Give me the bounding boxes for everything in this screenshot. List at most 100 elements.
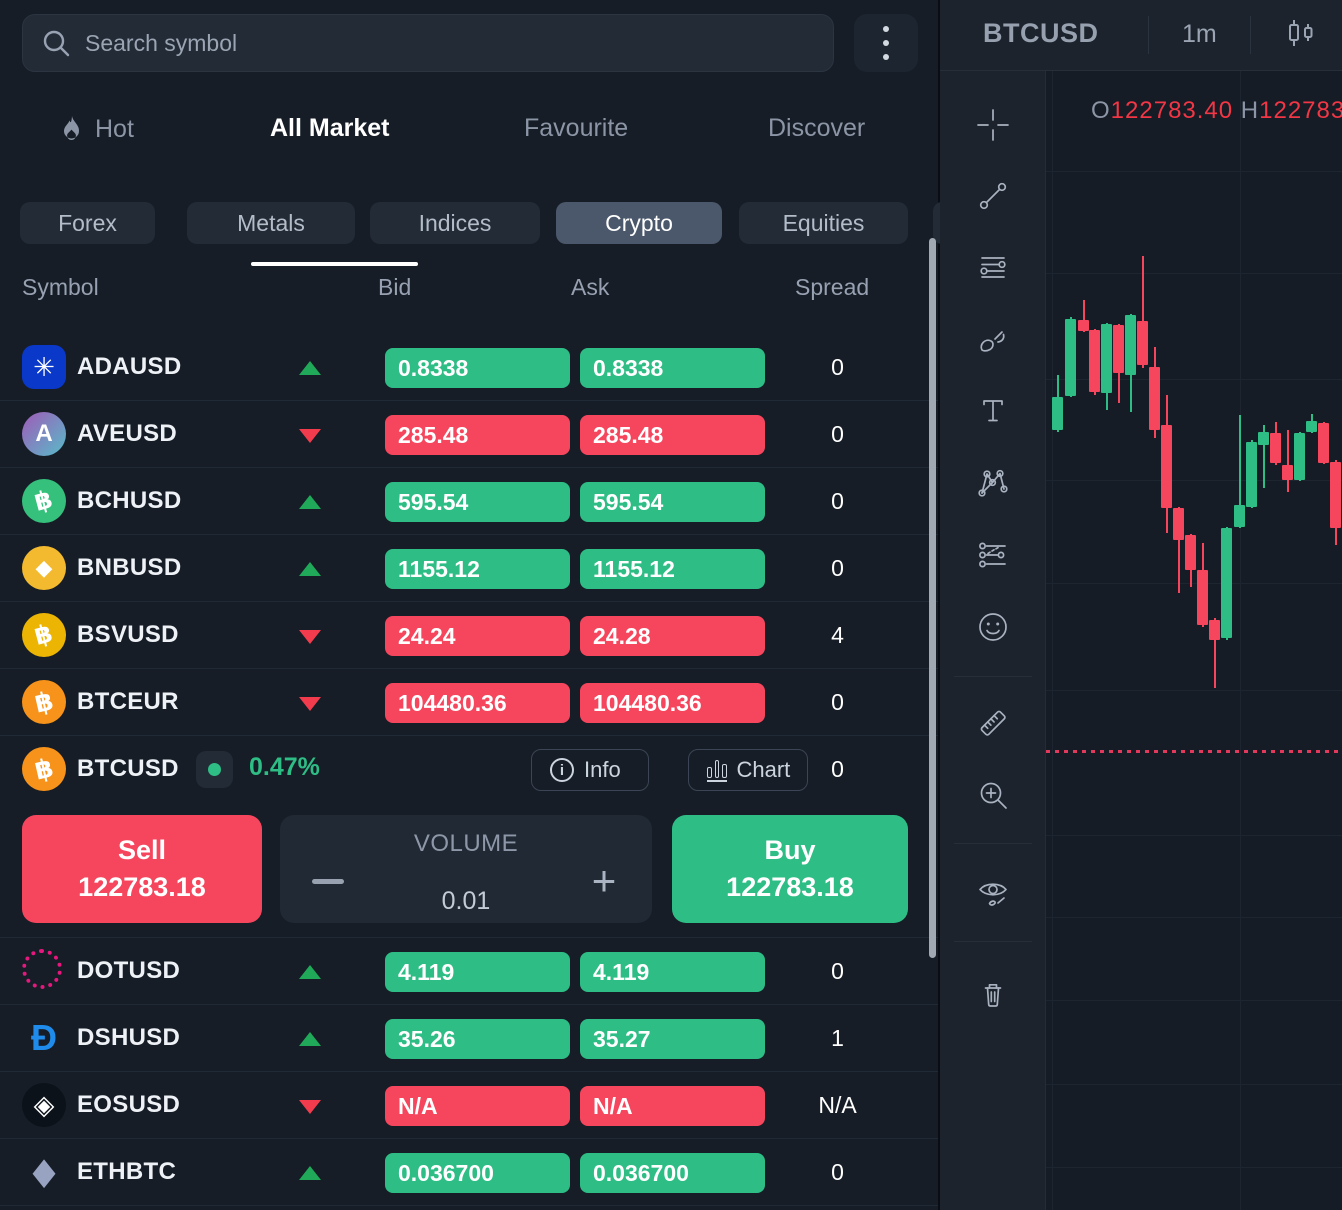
- candle: [1065, 319, 1076, 396]
- grid-line: [1046, 1084, 1342, 1085]
- chart-style-button[interactable]: [1274, 12, 1326, 58]
- emoji-tool-button[interactable]: [959, 599, 1027, 655]
- col-header-spread: Spread: [795, 274, 870, 300]
- candle: [1078, 320, 1089, 331]
- symbol-row-selected-BTCUSD[interactable]: ฿ BTCUSD 0.47% i Info Chart 0: [0, 736, 938, 803]
- category-chip-metals[interactable]: Metals: [187, 202, 355, 244]
- bid-button[interactable]: 104480.36: [385, 683, 570, 723]
- forecast-tool-button[interactable]: [959, 527, 1027, 583]
- zoom-in-tool-button[interactable]: [959, 767, 1027, 823]
- ask-button[interactable]: 0.8338: [580, 348, 765, 388]
- buy-price: 122783.18: [726, 872, 854, 902]
- candle: [1306, 421, 1317, 432]
- volume-decrease-button[interactable]: [300, 853, 356, 909]
- tab-hot[interactable]: Hot: [58, 114, 134, 144]
- open-value: 122783.40: [1110, 97, 1234, 124]
- ask-button[interactable]: 104480.36: [580, 683, 765, 723]
- search-input[interactable]: Search symbol: [22, 14, 834, 72]
- bid-button[interactable]: 1155.12: [385, 549, 570, 589]
- symbol-row-AVEUSD[interactable]: A AVEUSD 285.48 285.48 0: [0, 401, 938, 468]
- buy-button[interactable]: Buy 122783.18: [672, 815, 908, 923]
- crosshair-icon: [977, 109, 1009, 141]
- symbol-row-EOSUSD[interactable]: ◈ EOSUSD N/A N/A N/A: [0, 1072, 938, 1139]
- trash-tool-button[interactable]: [959, 967, 1027, 1023]
- trend-line-tool-button[interactable]: [959, 168, 1027, 224]
- bid-button[interactable]: 595.54: [385, 482, 570, 522]
- ask-button[interactable]: 595.54: [580, 482, 765, 522]
- symbol-row-BNBUSD[interactable]: ◆ BNBUSD 1155.12 1155.12 0: [0, 535, 938, 602]
- candle: [1101, 324, 1112, 393]
- text-tool-button[interactable]: [959, 383, 1027, 439]
- bid-button[interactable]: 285.48: [385, 415, 570, 455]
- brush-tool-button[interactable]: [959, 312, 1027, 368]
- category-chip-forex[interactable]: Forex: [20, 202, 155, 244]
- info-button[interactable]: i Info: [531, 749, 649, 791]
- sell-price: 122783.18: [78, 872, 206, 902]
- toolbar-divider: [954, 843, 1032, 844]
- volume-stepper: VOLUME 0.01 +: [280, 815, 652, 923]
- ask-button[interactable]: 1155.12: [580, 549, 765, 589]
- symbol-row-BSVUSD[interactable]: ฿ BSVUSD 24.24 24.28 4: [0, 602, 938, 669]
- symbol-label: BTCEUR: [77, 688, 179, 715]
- ruler-icon: [980, 710, 1006, 736]
- col-header-symbol: Symbol: [22, 274, 99, 300]
- grid-line: [1046, 917, 1342, 918]
- symbol-row-BTCEUR[interactable]: ฿ BTCEUR 104480.36 104480.36 0: [0, 669, 938, 736]
- candle-wick: [1213, 618, 1216, 688]
- bid-button[interactable]: 35.26: [385, 1019, 570, 1059]
- candle: [1234, 505, 1245, 527]
- fib-retracement-tool-button[interactable]: [959, 239, 1027, 295]
- bid-button[interactable]: 24.24: [385, 616, 570, 656]
- category-chip-indices[interactable]: Indices: [370, 202, 540, 244]
- bid-button[interactable]: 0.036700: [385, 1153, 570, 1193]
- tab-favourite[interactable]: Favourite: [524, 114, 629, 142]
- coin-icon: ✳: [22, 345, 66, 389]
- xabcd-pattern-tool-button[interactable]: [959, 455, 1027, 511]
- volume-value[interactable]: 0.01: [441, 887, 491, 915]
- crosshair-tool-button[interactable]: [959, 97, 1027, 153]
- watchlist-scrollbar[interactable]: [929, 238, 936, 958]
- ohlc-legend: O122783.40 H122783: [1091, 97, 1342, 125]
- symbol-row-ETHBTC[interactable]: ◆ ETHBTC 0.036700 0.036700 0: [0, 1139, 938, 1206]
- symbol-row-DOTUSD[interactable]: DOTUSD 4.119 4.119 0: [0, 938, 938, 1005]
- ask-button[interactable]: 24.28: [580, 616, 765, 656]
- symbol-row-BCHUSD[interactable]: ฿ BCHUSD 595.54 595.54 0: [0, 468, 938, 535]
- chart-symbol[interactable]: BTCUSD: [983, 18, 1099, 48]
- symbol-row-DSHUSD[interactable]: Ð DSHUSD 35.26 35.27 1: [0, 1005, 938, 1072]
- volume-label: VOLUME: [413, 830, 519, 857]
- spread-value: 0: [831, 488, 844, 514]
- more-options-button[interactable]: [854, 14, 918, 72]
- btc-coin-icon: ฿: [22, 747, 66, 791]
- category-chip-crypto[interactable]: Crypto: [556, 202, 722, 244]
- chart-button[interactable]: Chart: [688, 749, 808, 791]
- kebab-menu-icon: [883, 26, 889, 32]
- symbol-label: DOTUSD: [77, 957, 181, 984]
- timeframe-selector[interactable]: 1m: [1182, 20, 1217, 48]
- symbol-row-ADAUSD[interactable]: ✳ ADAUSD 0.8338 0.8338 0: [0, 334, 938, 401]
- active-tab-underline: [251, 262, 418, 266]
- ruler-tool-button[interactable]: [959, 695, 1027, 751]
- ask-button[interactable]: 285.48: [580, 415, 765, 455]
- category-chip-equities[interactable]: Equities: [739, 202, 908, 244]
- bid-button[interactable]: 4.119: [385, 952, 570, 992]
- bid-button[interactable]: N/A: [385, 1086, 570, 1126]
- coin-icon: A: [22, 412, 66, 456]
- bid-button[interactable]: 0.8338: [385, 348, 570, 388]
- eye-tool-button[interactable]: [959, 865, 1027, 921]
- eye-icon: [979, 883, 1007, 906]
- candlestick-chart[interactable]: O122783.40 H122783: [1046, 71, 1342, 1210]
- sell-button[interactable]: Sell 122783.18: [22, 815, 262, 923]
- ask-button[interactable]: 35.27: [580, 1019, 765, 1059]
- tab-discover[interactable]: Discover: [768, 114, 866, 142]
- change-percent: 0.47%: [249, 753, 320, 781]
- ask-button[interactable]: N/A: [580, 1086, 765, 1126]
- bar-chart-icon: [707, 758, 727, 782]
- ask-button[interactable]: 4.119: [580, 952, 765, 992]
- spread-value: 0: [831, 421, 844, 447]
- ask-button[interactable]: 0.036700: [580, 1153, 765, 1193]
- tab-all-market[interactable]: All Market: [270, 114, 390, 142]
- minus-icon: [312, 878, 344, 884]
- volume-increase-button[interactable]: +: [576, 853, 632, 909]
- candle: [1125, 315, 1136, 375]
- trend-line-icon: [979, 182, 1007, 210]
